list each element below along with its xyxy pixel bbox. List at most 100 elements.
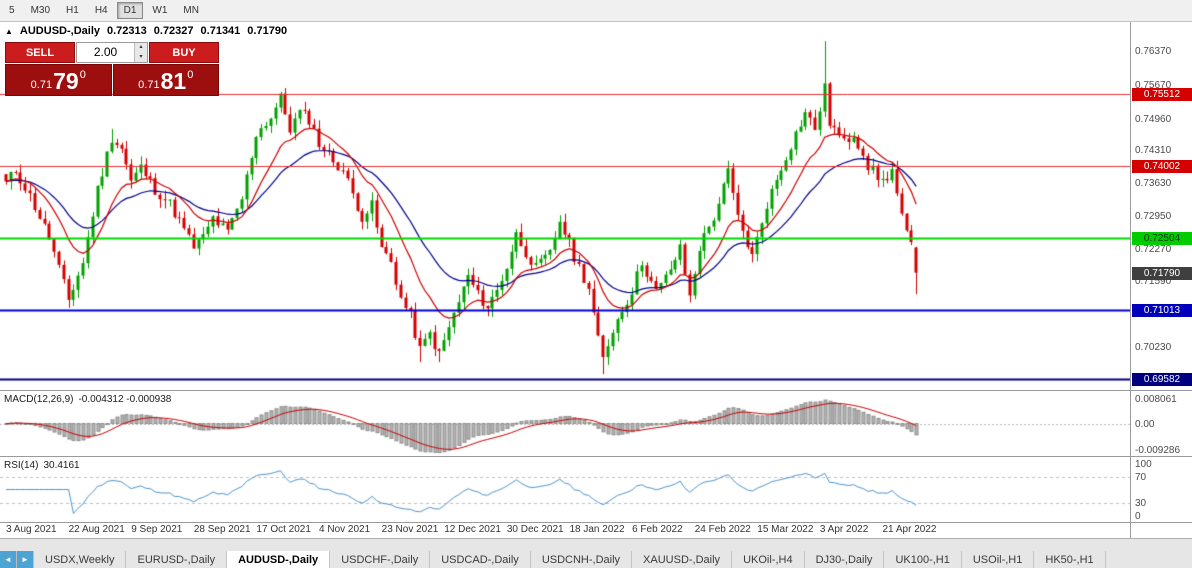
bar-low-value: 0.71341 xyxy=(200,25,241,37)
buy-price-big-digits: 81 xyxy=(160,68,187,94)
chart-tab-dj30-daily[interactable]: DJ30-,Daily xyxy=(804,551,885,568)
bar-high-value: 0.72327 xyxy=(153,25,194,37)
date-axis-label: 23 Nov 2021 xyxy=(381,524,439,535)
pane-separator[interactable] xyxy=(0,456,1192,457)
chart-tab-uk100-h1[interactable]: UK100-,H1 xyxy=(884,551,962,568)
chart-tab-ukoil-h4[interactable]: UKOil-,H4 xyxy=(732,551,805,568)
date-axis-label: 3 Aug 2021 xyxy=(6,524,57,535)
pane-separator xyxy=(0,522,1192,523)
buy-button[interactable]: BUY xyxy=(149,42,219,63)
price-level-badge: 0.74002 xyxy=(1132,160,1192,174)
price-axis-tick: 0.75670 xyxy=(1135,79,1172,91)
date-axis-label: 9 Sep 2021 xyxy=(131,524,183,535)
chart-area: 0.76370 0.75670 0.74960 0.74310 0.73630 0.729… xyxy=(0,22,1192,538)
timeframe-button-d1[interactable]: D1 xyxy=(116,2,144,19)
date-axis-label: 17 Oct 2021 xyxy=(256,524,311,535)
chart-tab-audusd-daily[interactable]: AUDUSD-,Daily xyxy=(227,551,331,568)
chart-tab-hk50-h1[interactable]: HK50-,H1 xyxy=(1034,551,1106,568)
rsi-axis-tick: 0 xyxy=(1135,511,1141,522)
sell-price-small-digits: 0.71 xyxy=(30,79,53,91)
volume-stepper[interactable]: 2.00 ▴ ▾ xyxy=(76,42,148,63)
price-axis-tick: 0.72950 xyxy=(1135,210,1172,222)
quote-header: ▲ AUDUSD-,Daily 0.72313 0.72327 0.71341 … xyxy=(5,25,287,37)
macd-indicator-canvas[interactable] xyxy=(0,391,1130,456)
date-axis-label: 3 Apr 2022 xyxy=(819,524,869,535)
price-level-badge: 0.69582 xyxy=(1132,372,1192,386)
price-level-badge: 0.72504 xyxy=(1132,232,1192,246)
timeframe-toolbar: 5 M30 H1 H4 D1 W1 MN xyxy=(0,0,1192,22)
sell-price-big-digits: 79 xyxy=(53,68,79,94)
price-axis-tick: 0.73630 xyxy=(1135,178,1172,190)
chart-tab-usdcnh-daily[interactable]: USDCNH-,Daily xyxy=(530,551,633,568)
macd-values: -0.004312 -0.000938 xyxy=(78,394,172,405)
rsi-name: RSI(14) xyxy=(4,460,39,471)
macd-name: MACD(12,26,9) xyxy=(4,394,74,405)
rsi-axis-tick: 100 xyxy=(1135,459,1152,470)
price-axis-tick: 0.71590 xyxy=(1135,276,1172,288)
volume-value[interactable]: 2.00 xyxy=(93,45,118,59)
timeframe-button-h4[interactable]: H4 xyxy=(88,2,115,19)
price-axis-tick: 0.72270 xyxy=(1135,243,1172,255)
date-axis-label: 4 Nov 2021 xyxy=(319,524,371,535)
date-axis-label: 28 Sep 2021 xyxy=(193,524,251,535)
macd-axis-tick: 0.008061 xyxy=(1135,393,1177,405)
sell-price-display[interactable]: 0.71 79 0 xyxy=(5,64,112,96)
date-axis-label: 24 Feb 2022 xyxy=(694,524,751,535)
pane-separator[interactable] xyxy=(0,390,1192,391)
chart-tab-usdx-weekly[interactable]: USDX,Weekly xyxy=(34,551,127,568)
chart-tabs: USDX,Weekly EURUSD-,Daily AUDUSD-,Daily USD… xyxy=(34,551,1106,568)
volume-decrease-button[interactable]: ▾ xyxy=(135,52,147,62)
date-axis-label: 6 Feb 2022 xyxy=(632,524,683,535)
rsi-indicator-canvas[interactable] xyxy=(0,457,1130,522)
date-axis-label: 18 Jan 2022 xyxy=(569,524,625,535)
macd-axis-tick: -0.009286 xyxy=(1135,445,1181,456)
price-axis-tick: 0.74310 xyxy=(1135,145,1172,157)
timeframe-button-mn[interactable]: MN xyxy=(176,2,206,19)
date-axis-label: 15 Mar 2022 xyxy=(757,524,814,535)
one-click-trading-panel: SELL 2.00 ▴ ▾ BUY 0.71 79 0 0.71 xyxy=(5,42,219,96)
tab-scroll-left-button[interactable]: ◄ xyxy=(0,551,17,568)
timeframe-button-m5[interactable]: 5 xyxy=(2,2,22,19)
status-gap xyxy=(0,538,1192,551)
sell-price-pipette: 0 xyxy=(79,69,86,81)
macd-indicator-label: MACD(12,26,9) -0.004312 -0.000938 xyxy=(4,394,171,405)
rsi-value: 30.4161 xyxy=(43,460,80,471)
bar-open-value: 0.72313 xyxy=(107,25,147,37)
date-axis[interactable]: 3 Aug 2021 22 Aug 2021 9 Sep 2021 28 Sep 20… xyxy=(0,523,1130,538)
volume-increase-button[interactable]: ▴ xyxy=(135,43,147,53)
volume-spin-controls: ▴ ▾ xyxy=(134,43,147,62)
date-axis-label: 30 Dec 2021 xyxy=(506,524,564,535)
collapse-quote-icon[interactable]: ▲ xyxy=(5,26,13,36)
chart-tab-xauusd-daily[interactable]: XAUUSD-,Daily xyxy=(632,551,733,568)
date-axis-label: 21 Apr 2022 xyxy=(882,524,937,535)
sell-button[interactable]: SELL xyxy=(5,42,75,63)
timeframe-button-w1[interactable]: W1 xyxy=(145,2,174,19)
price-axis-tick: 0.70230 xyxy=(1135,341,1172,353)
price-level-badge: 0.75512 xyxy=(1132,87,1192,101)
macd-axis-tick: 0.00 xyxy=(1135,418,1155,430)
tab-scroll-right-button[interactable]: ► xyxy=(17,551,34,568)
buy-price-display[interactable]: 0.71 81 0 xyxy=(112,64,219,96)
price-axis-tick: 0.76370 xyxy=(1135,46,1172,58)
buy-price-small-digits: 0.71 xyxy=(138,79,160,91)
rsi-axis-tick: 70 xyxy=(1135,471,1147,483)
chart-tab-usdchf-daily[interactable]: USDCHF-,Daily xyxy=(330,551,431,568)
bar-close-value: 0.71790 xyxy=(247,25,288,37)
chart-tab-usdcad-daily[interactable]: USDCAD-,Daily xyxy=(430,551,531,568)
timeframe-button-h1[interactable]: H1 xyxy=(59,2,86,19)
date-axis-label: 22 Aug 2021 xyxy=(68,524,125,535)
symbol-label: AUDUSD-,Daily xyxy=(19,25,100,37)
chart-tab-bar: ◄ ► USDX,Weekly EURUSD-,Daily AUDUSD-,Dail… xyxy=(0,551,1192,568)
timeframe-button-m30[interactable]: M30 xyxy=(24,2,57,19)
current-price-badge: 0.71790 xyxy=(1132,266,1192,280)
date-axis-label: 12 Dec 2021 xyxy=(444,524,501,535)
rsi-indicator-label: RSI(14) 30.4161 xyxy=(4,460,80,471)
price-axis[interactable]: 0.76370 0.75670 0.74960 0.74310 0.73630 0.729… xyxy=(1130,22,1192,538)
price-level-badge: 0.71013 xyxy=(1132,304,1192,317)
chart-tab-usoil-h1[interactable]: USOil-,H1 xyxy=(961,551,1035,568)
chart-tab-eurusd-daily[interactable]: EURUSD-,Daily xyxy=(126,551,228,568)
buy-price-pipette: 0 xyxy=(187,69,194,81)
price-axis-tick: 0.74960 xyxy=(1135,114,1172,126)
rsi-axis-tick: 30 xyxy=(1135,497,1147,509)
